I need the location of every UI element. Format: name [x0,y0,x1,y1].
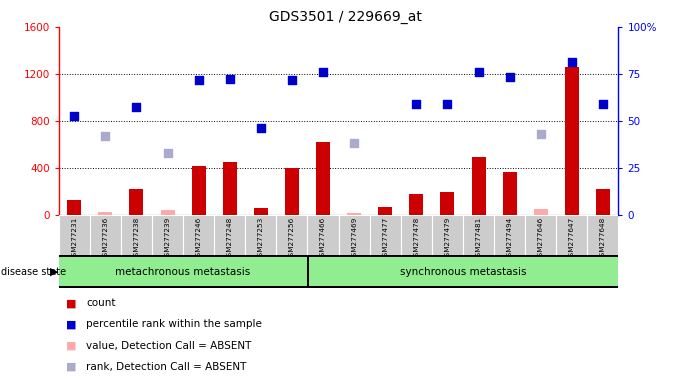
Bar [129,189,144,215]
Bar [183,215,214,255]
Bar [276,215,307,255]
Bar [471,157,486,215]
Text: GSM277248: GSM277248 [227,217,233,261]
Bar [316,142,330,215]
Point [162,150,173,156]
Text: GSM277469: GSM277469 [351,217,357,261]
Point [535,131,546,137]
Text: GSM277477: GSM277477 [382,217,388,261]
Text: metachronous metastasis: metachronous metastasis [115,266,251,277]
Bar [378,207,392,215]
Bar [401,215,432,255]
Text: GSM277236: GSM277236 [102,217,108,261]
Point [566,59,577,65]
Bar [307,215,339,255]
Bar [432,215,463,255]
Text: synchronous metastasis: synchronous metastasis [399,266,527,277]
Text: GDS3501 / 229669_at: GDS3501 / 229669_at [269,10,422,23]
Text: GSM277253: GSM277253 [258,217,264,261]
Text: percentile rank within the sample: percentile rank within the sample [86,319,263,329]
Text: GSM277256: GSM277256 [289,217,295,261]
Bar [587,215,618,255]
Bar [160,210,175,215]
Bar [525,215,556,255]
Point [286,77,297,83]
Point [100,133,111,139]
Bar [152,215,183,255]
Bar [59,257,307,286]
Bar [214,215,245,255]
Bar [67,200,82,215]
Bar [556,215,587,255]
Point [131,104,142,110]
Point [193,77,204,83]
Text: GSM277238: GSM277238 [133,217,140,261]
Point [504,74,515,81]
Bar [370,215,401,255]
Bar [440,192,455,215]
Text: disease state: disease state [1,266,66,277]
Text: GSM277478: GSM277478 [413,217,419,261]
Bar [596,189,610,215]
Text: GSM277246: GSM277246 [196,217,202,261]
Text: count: count [86,298,116,308]
Bar [502,172,517,215]
Text: GSM277231: GSM277231 [71,217,77,261]
Point [255,125,266,131]
Bar [565,67,579,215]
Text: GSM277481: GSM277481 [475,217,482,261]
Bar [409,194,424,215]
Point [317,68,328,74]
Text: ■: ■ [66,362,76,372]
Bar [533,209,548,215]
Bar [223,162,237,215]
Text: GSM277466: GSM277466 [320,217,326,261]
Point [68,113,79,119]
Text: ▶: ▶ [50,266,59,277]
Bar [98,212,113,215]
Text: GSM277239: GSM277239 [164,217,171,261]
Bar [309,257,618,286]
Text: rank, Detection Call = ABSENT: rank, Detection Call = ABSENT [86,362,247,372]
Point [597,101,608,108]
Text: ■: ■ [66,298,76,308]
Text: GSM277648: GSM277648 [600,217,606,261]
Point [410,101,422,108]
Text: GSM277647: GSM277647 [569,217,575,261]
Bar [191,166,206,215]
Bar [339,215,370,255]
Bar [121,215,152,255]
Bar [90,215,121,255]
Point [224,76,235,82]
Bar [347,213,361,215]
Text: GSM277646: GSM277646 [538,217,544,261]
Point [348,140,359,146]
Text: ■: ■ [66,341,76,351]
Text: GSM277479: GSM277479 [444,217,451,261]
Bar [285,168,299,215]
Bar [245,215,276,255]
Text: GSM277494: GSM277494 [507,217,513,261]
Bar [254,208,268,215]
Text: ■: ■ [66,319,76,329]
Point [442,101,453,108]
Bar [463,215,494,255]
Text: value, Detection Call = ABSENT: value, Detection Call = ABSENT [86,341,252,351]
Bar [59,215,90,255]
Bar [494,215,525,255]
Point [473,68,484,74]
